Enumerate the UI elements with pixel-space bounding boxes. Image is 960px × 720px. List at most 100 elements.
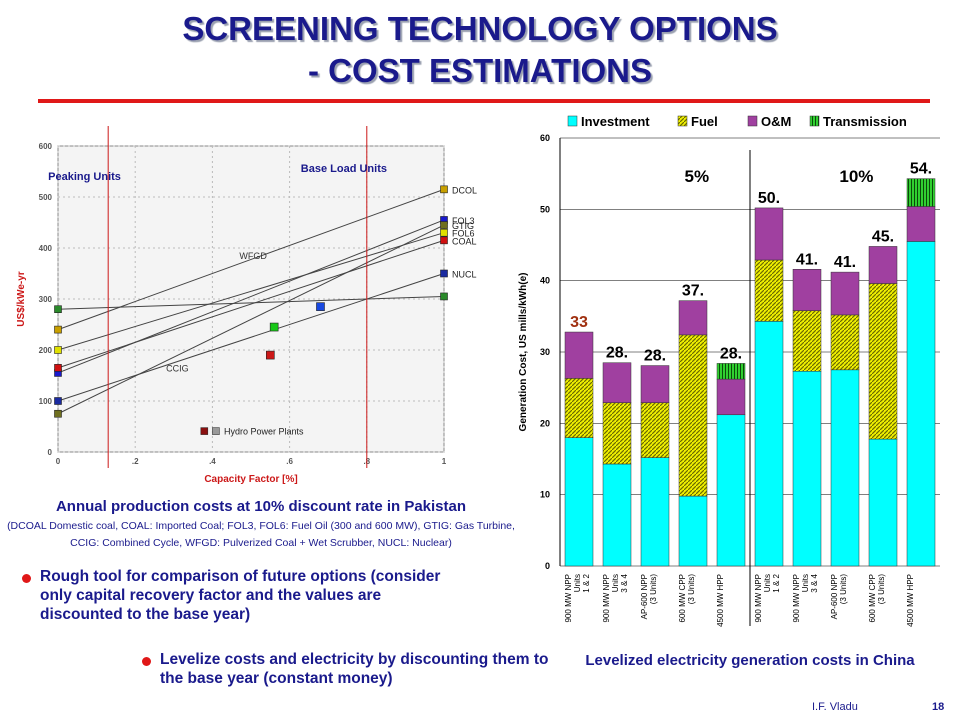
footer-author: I.F. Vladu xyxy=(812,701,858,713)
y-axis-label: Generation Cost, US mills/kWh(e) xyxy=(518,273,529,432)
bar-segment-om xyxy=(602,362,632,403)
legend-swatch xyxy=(567,115,578,127)
bar-segment-transmission xyxy=(716,363,746,380)
bar-segment-om xyxy=(716,378,746,416)
x-tick-label: .6 xyxy=(286,457,293,466)
bar-total-label: 28. xyxy=(644,348,666,365)
y-tick-label: 0 xyxy=(545,561,550,571)
line-endpoint-marker xyxy=(54,325,62,334)
footer-page-number: 18 xyxy=(932,701,945,713)
x-tick-label: 0 xyxy=(56,457,61,466)
category-label: (3 Units) xyxy=(649,574,658,605)
cost-line xyxy=(57,219,445,374)
pakistan-chart-caption: Annual production costs at 10% discount … xyxy=(55,498,467,515)
y-tick-label: 600 xyxy=(39,142,53,151)
bar-total-label: 28. xyxy=(720,345,742,362)
x-tick-label: .2 xyxy=(132,457,139,466)
bar-segment-fuel xyxy=(754,259,784,322)
hydro-plant-point xyxy=(269,322,279,332)
cost-line xyxy=(57,239,445,369)
legend-label: O&M xyxy=(761,114,791,129)
annotation-ccig: CCIG xyxy=(166,363,189,373)
bar-segment-om xyxy=(564,331,594,379)
category-label: Units xyxy=(573,574,582,592)
hydro-legend-swatch xyxy=(200,427,209,435)
bullet-1-marker xyxy=(22,574,31,583)
slide-title-line2: - COST ESTIMATIONS xyxy=(307,52,653,89)
y-tick-label: 300 xyxy=(39,295,53,304)
bar-segment-investment xyxy=(678,495,708,567)
category-label: Units xyxy=(801,574,810,592)
category-label: 3 & 4 xyxy=(620,573,629,592)
bar-total-label: 50. xyxy=(758,190,780,207)
category-label: (3 Units) xyxy=(877,574,886,605)
category-label: 1 & 2 xyxy=(772,573,781,592)
cost-line xyxy=(57,273,445,402)
category-label: (3 Units) xyxy=(839,574,848,605)
line-endpoint-marker xyxy=(440,292,448,301)
legend-swatch xyxy=(747,115,758,127)
line-endpoint-marker xyxy=(54,346,62,354)
bar-segment-investment xyxy=(754,321,784,567)
legend-label: Investment xyxy=(581,114,650,129)
bar-segment-om xyxy=(868,246,898,284)
bar-total-label: 41. xyxy=(834,254,856,271)
bullet-2-marker xyxy=(142,657,151,666)
bar-segment-investment xyxy=(564,437,594,567)
y-tick-label: 500 xyxy=(39,193,53,202)
series-label: NUCL xyxy=(452,270,477,280)
category-label: Units xyxy=(611,574,620,592)
bar-segment-om xyxy=(906,206,936,242)
bar-segment-transmission xyxy=(906,178,936,207)
bar-segment-fuel xyxy=(640,402,670,458)
category-label: 600 MW CPP xyxy=(868,574,877,622)
series-label: DCOL xyxy=(452,185,477,195)
y-tick-label: 10 xyxy=(540,490,550,500)
series-label: GTIG xyxy=(452,221,474,231)
slide-title-line1: SCREENING TECHNOLOGY OPTIONS xyxy=(182,10,778,47)
line-endpoint-marker xyxy=(440,236,448,245)
category-label: 900 MW NPP xyxy=(564,574,573,622)
title-underline xyxy=(38,99,930,103)
plot-area xyxy=(57,145,445,453)
legend-label: Fuel xyxy=(691,114,718,129)
legend-swatch xyxy=(809,115,820,127)
hydro-plant-point xyxy=(316,302,325,311)
category-label: AP-600 NPP xyxy=(830,574,839,619)
pakistan-chart-legend-note: (DCOAL Domestic coal, COAL: Imported Coa… xyxy=(7,520,515,549)
y-tick-label: 200 xyxy=(39,346,53,355)
bar-segment-investment xyxy=(868,438,898,567)
group-label: 10% xyxy=(839,167,873,186)
cost-line xyxy=(57,295,445,310)
bullet-2-text: Levelize costs and electricity by discou… xyxy=(160,651,549,687)
bar-segment-fuel xyxy=(678,334,708,497)
cost-line xyxy=(57,188,445,331)
bar-total-label: 45. xyxy=(872,228,894,245)
bar-segment-investment xyxy=(792,371,822,567)
line-endpoint-marker xyxy=(440,221,448,229)
category-label: 3 & 4 xyxy=(810,573,819,592)
line-endpoint-marker xyxy=(54,305,62,313)
y-tick-label: 40 xyxy=(540,276,550,286)
hydro-legend-swatch-2 xyxy=(212,427,220,435)
category-label: 900 MW NPP xyxy=(602,574,611,622)
bar-segment-investment xyxy=(906,241,936,567)
bullet-1-text: Rough tool for comparison of future opti… xyxy=(40,568,441,623)
china-chart-caption: Levelized electricity generation costs i… xyxy=(585,652,915,669)
x-axis-label: Capacity Factor [%] xyxy=(204,474,297,485)
y-axis-label: US$/kWe-yr xyxy=(16,271,27,327)
bar-segment-fuel xyxy=(830,314,860,371)
bar-segment-investment xyxy=(830,369,860,567)
y-tick-label: 60 xyxy=(540,133,550,143)
region-label-baseload: Base Load Units xyxy=(301,163,387,175)
bar-segment-fuel xyxy=(602,402,632,465)
y-tick-label: 100 xyxy=(39,397,53,406)
bar-segment-investment xyxy=(640,457,670,567)
bar-segment-fuel xyxy=(868,283,898,440)
category-label: 900 MW NPP xyxy=(754,574,763,622)
category-label: 4500 MW HPP xyxy=(906,574,915,627)
bar-segment-investment xyxy=(716,414,746,567)
bar-segment-investment xyxy=(602,463,632,567)
bar-segment-om xyxy=(640,365,670,403)
